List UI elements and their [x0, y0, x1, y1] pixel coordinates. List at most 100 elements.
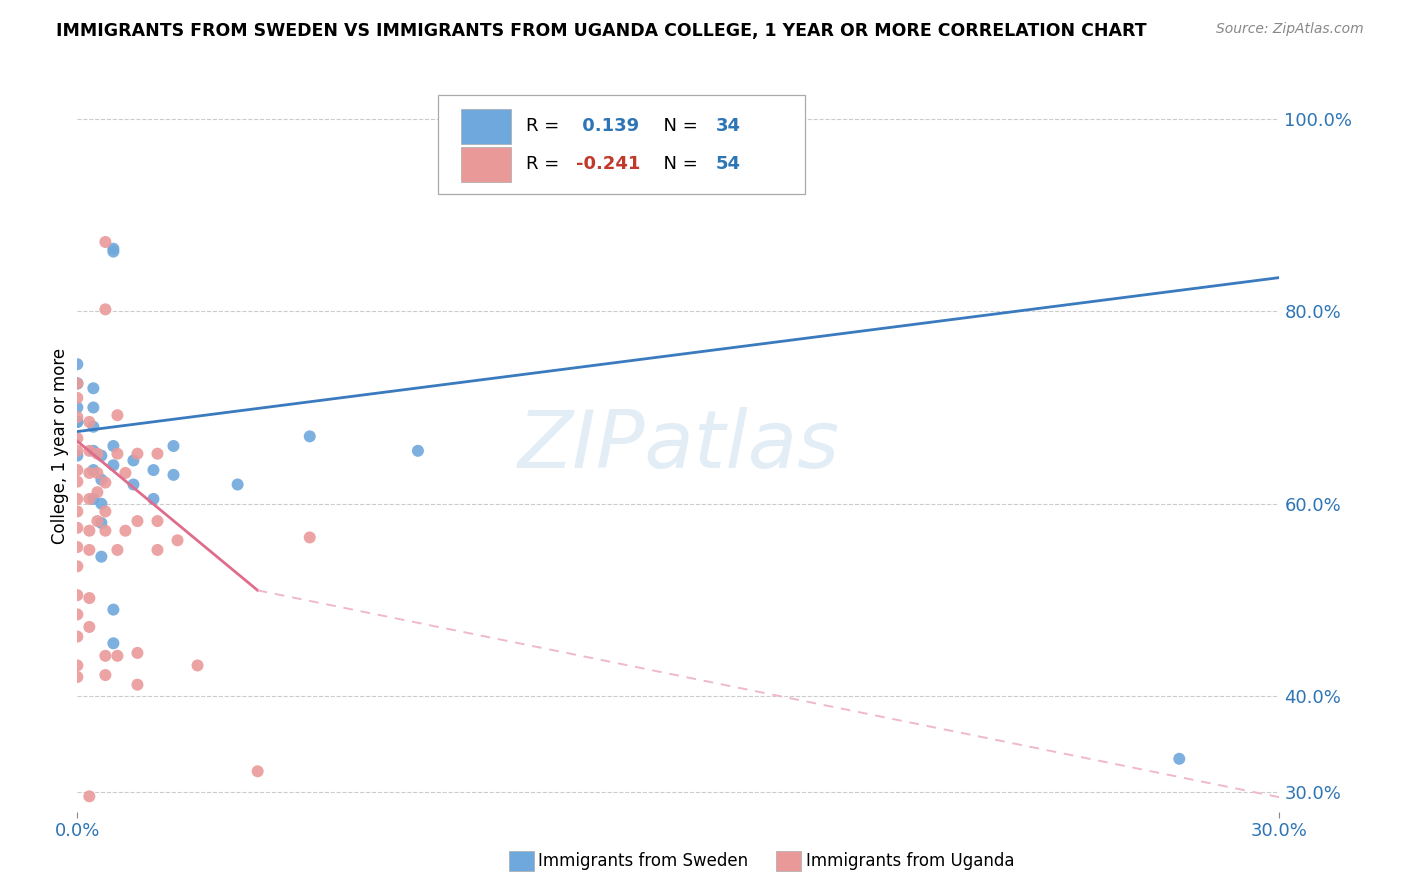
Point [162, 439, 184, 453]
Text: IMMIGRANTS FROM SWEDEN VS IMMIGRANTS FROM UGANDA COLLEGE, 1 YEAR OR MORE CORRELA: IMMIGRANTS FROM SWEDEN VS IMMIGRANTS FRO… [56, 22, 1147, 40]
Point [90, 449, 112, 463]
Point [79, 491, 101, 506]
Point [298, 429, 321, 443]
Point [90, 516, 112, 530]
Point [107, 648, 129, 663]
Point [94, 475, 117, 490]
Point [66, 540, 89, 554]
Point [94, 504, 117, 518]
Point [82, 401, 104, 415]
Point [82, 443, 104, 458]
Point [103, 636, 125, 650]
Point [66, 607, 89, 622]
Point [298, 530, 321, 544]
Point [86, 485, 108, 500]
Text: R =: R = [526, 155, 565, 173]
Point [187, 658, 209, 673]
Point [79, 415, 101, 429]
Point [79, 524, 101, 538]
Point [82, 491, 104, 506]
Point [107, 408, 129, 422]
Point [66, 670, 89, 684]
Point [90, 497, 112, 511]
FancyBboxPatch shape [439, 95, 804, 194]
Text: 54: 54 [716, 155, 741, 173]
Point [66, 431, 89, 445]
Point [142, 491, 165, 506]
Point [86, 514, 108, 528]
Point [66, 443, 89, 458]
Point [86, 466, 108, 480]
Point [127, 514, 149, 528]
Point [66, 410, 89, 425]
Point [66, 588, 89, 602]
Point [66, 658, 89, 673]
Point [90, 473, 112, 487]
Point [90, 549, 112, 564]
Point [246, 764, 269, 779]
Point [66, 449, 89, 463]
Text: N =: N = [652, 118, 703, 136]
Point [79, 789, 101, 804]
Point [103, 242, 125, 256]
Point [146, 514, 169, 528]
Point [114, 524, 136, 538]
Point [94, 648, 117, 663]
Point [66, 376, 89, 391]
Point [122, 477, 145, 491]
Point [122, 453, 145, 467]
Point [66, 475, 89, 489]
Point [66, 559, 89, 574]
Point [103, 244, 125, 259]
Text: -0.241: -0.241 [576, 155, 641, 173]
Point [66, 357, 89, 371]
Bar [461, 147, 512, 182]
Point [94, 524, 117, 538]
Text: Immigrants from Sweden: Immigrants from Sweden [538, 852, 748, 870]
Text: Source: ZipAtlas.com: Source: ZipAtlas.com [1216, 22, 1364, 37]
Text: R =: R = [526, 118, 565, 136]
Point [79, 620, 101, 634]
Text: Immigrants from Uganda: Immigrants from Uganda [806, 852, 1014, 870]
Point [66, 415, 89, 429]
Point [82, 381, 104, 395]
Point [86, 447, 108, 461]
Point [103, 602, 125, 616]
Point [94, 235, 117, 249]
Point [146, 543, 169, 558]
Text: 0.139: 0.139 [576, 118, 640, 136]
Point [114, 466, 136, 480]
Point [79, 591, 101, 605]
Text: 34: 34 [716, 118, 741, 136]
Bar [461, 109, 512, 144]
Point [66, 401, 89, 415]
Point [66, 504, 89, 518]
Point [94, 302, 117, 317]
Point [79, 466, 101, 480]
Point [162, 467, 184, 482]
Text: N =: N = [652, 155, 703, 173]
Point [127, 646, 149, 660]
Point [66, 415, 89, 429]
Point [82, 463, 104, 477]
Point [66, 521, 89, 535]
Point [146, 447, 169, 461]
Point [66, 391, 89, 405]
Point [1168, 752, 1191, 766]
Point [107, 447, 129, 461]
Point [79, 443, 101, 458]
Point [94, 668, 117, 682]
Point [82, 419, 104, 434]
Point [79, 543, 101, 558]
Point [406, 443, 429, 458]
Point [226, 477, 249, 491]
Point [66, 491, 89, 506]
Point [103, 458, 125, 473]
Point [66, 376, 89, 391]
Text: ZIPatlas: ZIPatlas [517, 407, 839, 485]
Point [103, 439, 125, 453]
Point [142, 463, 165, 477]
Point [127, 447, 149, 461]
Point [66, 463, 89, 477]
Point [127, 678, 149, 692]
